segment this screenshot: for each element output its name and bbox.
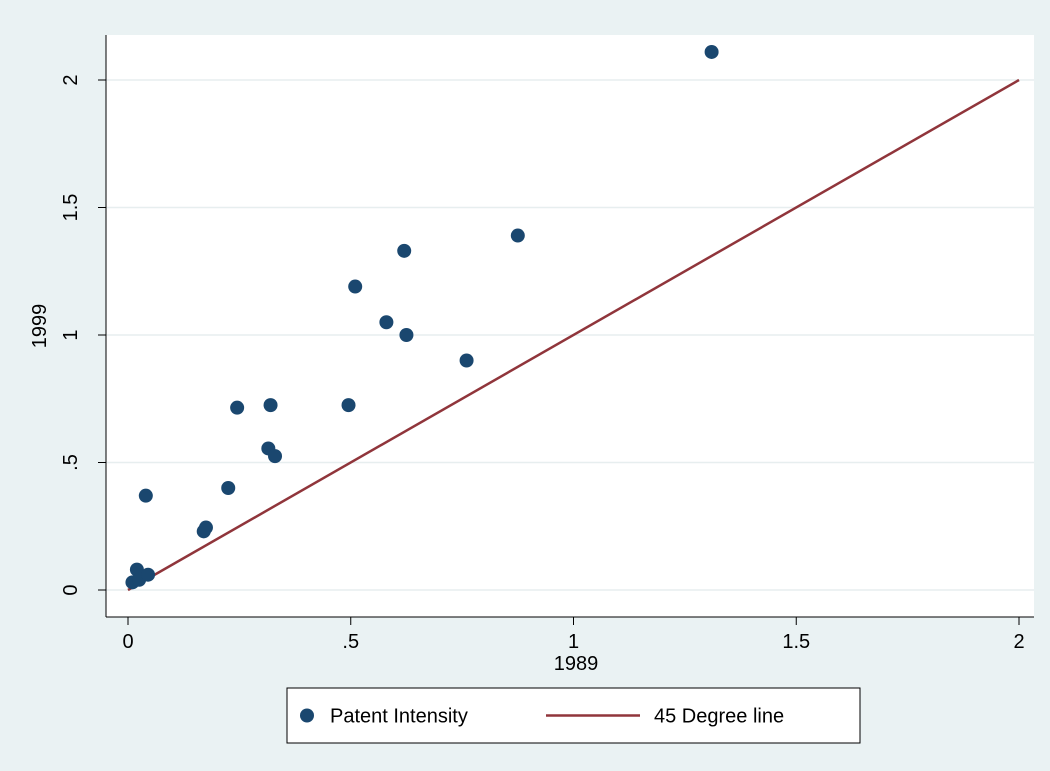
x-tick-label-2: 1 (568, 631, 579, 653)
series-line-45-degree (127, 78, 1020, 592)
scatter-point-4 (141, 567, 156, 582)
legend-marker-patent-intensity (300, 708, 314, 723)
scatter-point-7 (221, 481, 236, 495)
scatter-point-10 (263, 398, 278, 413)
x-tick-label-3: 1.5 (782, 631, 810, 653)
scatter-point-6 (198, 520, 213, 535)
legend: Patent Intensity 45 Degree line (286, 687, 861, 744)
series-layer (125, 44, 1020, 592)
scatter-point-18 (510, 228, 525, 243)
axes: 0 .5 1 1.5 2 0 .5 1 1.5 2 1989 1999 (29, 35, 1034, 675)
scatter-point-16 (399, 328, 414, 342)
legend-label-patent-intensity: Patent Intensity (330, 706, 468, 728)
y-tick-label-2: 1 (60, 329, 82, 340)
scatter-point-8 (230, 400, 245, 415)
x-tick-label-1: .5 (342, 631, 359, 653)
x-tick-label-4: 2 (1013, 631, 1024, 653)
y-tick-label-1: .5 (60, 454, 82, 471)
legend-label-45-degree-line: 45 Degree line (654, 706, 784, 728)
scatter-point-14 (379, 315, 394, 330)
x-axis-title: 1989 (554, 653, 599, 675)
y-tick-label-3: 1.5 (60, 194, 82, 222)
scatter-point-12 (341, 398, 356, 413)
scatter-point-17 (459, 353, 474, 368)
scatter-point-3 (138, 488, 153, 503)
scatter-point-13 (348, 279, 363, 294)
plot-area (106, 35, 1034, 617)
x-tick-label-0: 0 (122, 631, 133, 653)
y-tick-label-4: 2 (60, 74, 82, 85)
gridlines (106, 79, 1034, 591)
scatter-point-15 (397, 243, 412, 258)
scatter-point-11 (268, 449, 283, 464)
y-tick-label-0: 0 (60, 584, 82, 595)
y-axis-title: 1999 (29, 304, 51, 349)
scatter-point-19 (704, 44, 719, 59)
